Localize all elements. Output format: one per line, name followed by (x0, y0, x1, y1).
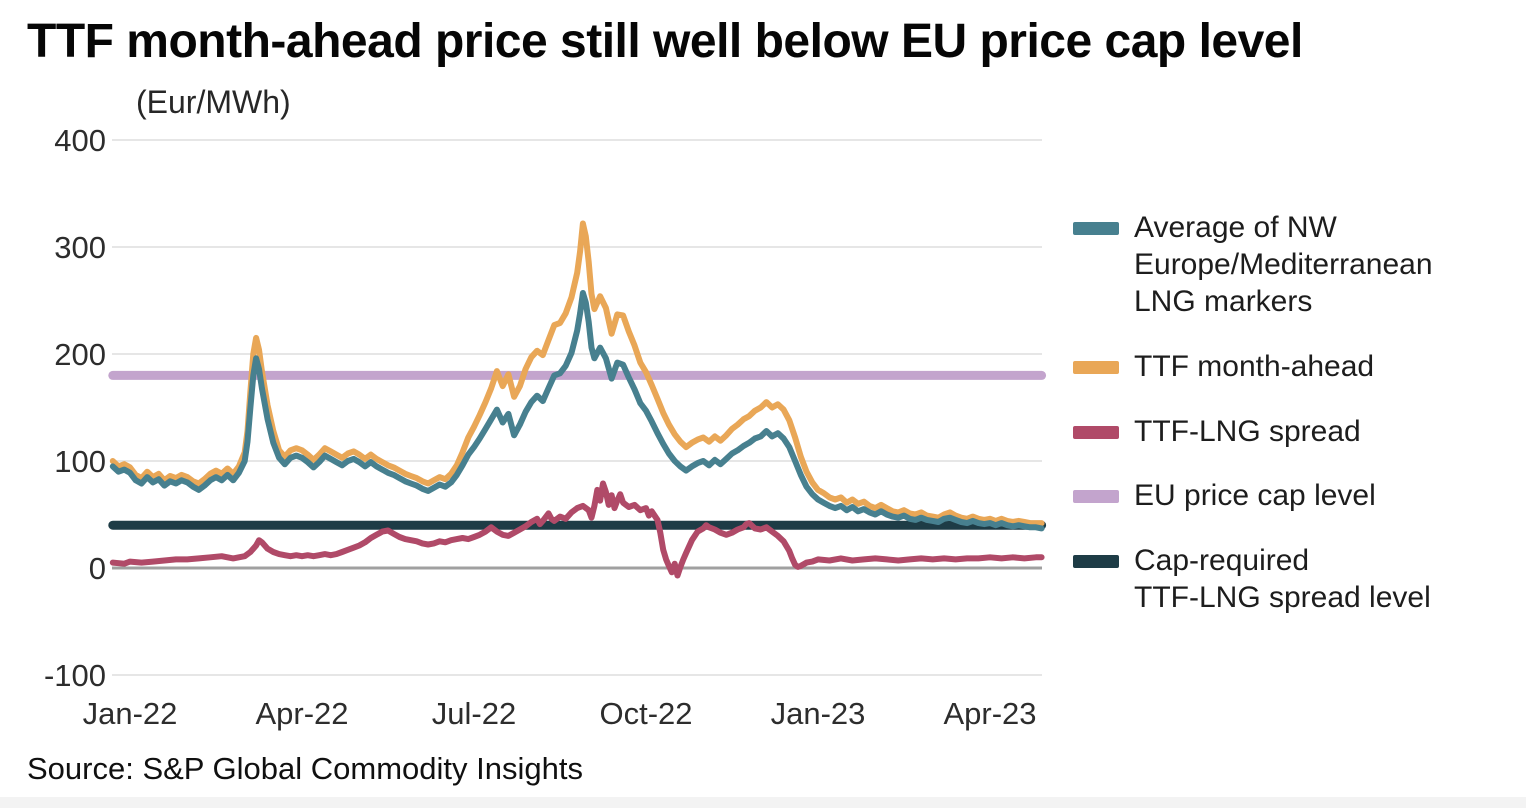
y-tick-label: 200 (54, 337, 106, 372)
legend-label-ttf-lng-spread: TTF-LNG spread (1134, 414, 1361, 448)
legend-item-eu-cap: EU price cap level (1073, 478, 1526, 515)
y-tick-label: 100 (54, 444, 106, 479)
legend-item-ttf-month-ahead: TTF month-ahead (1073, 349, 1526, 386)
x-tick-label: Apr-23 (943, 696, 1036, 731)
y-tick-label: 0 (89, 551, 106, 586)
series-line-lng-average (109, 290, 1045, 532)
source-note: Source: S&P Global Commodity Insights (27, 751, 583, 786)
legend-item-cap-required: Cap-required TTF-LNG spread level (1073, 543, 1526, 617)
x-tick-label: Jan-23 (771, 696, 866, 731)
x-tick-label: Jan-22 (83, 696, 178, 731)
y-axis-units-label: (Eur/MWh) (136, 84, 291, 120)
legend-swatch-ttf-lng-spread (1073, 425, 1119, 439)
window-bottom-edge (0, 797, 1526, 808)
legend-item-ttf-lng-spread: TTF-LNG spread (1073, 414, 1526, 451)
y-tick-label: 300 (54, 230, 106, 265)
series-line-ttf-lng-spread (109, 480, 1045, 579)
x-tick-label: Apr-22 (255, 696, 348, 731)
legend-label-eu-cap: EU price cap level (1134, 479, 1376, 513)
legend-label-ttf-month-ahead: TTF month-ahead (1134, 349, 1375, 383)
legend-swatch-cap-required (1073, 555, 1119, 569)
y-tick-label: -100 (44, 658, 106, 693)
legend-swatch-lng-average (1073, 222, 1119, 235)
x-tick-label: Oct-22 (599, 696, 692, 731)
x-tick-label: Jul-22 (432, 696, 516, 731)
legend-label-lng-average: Average of NW Europe/Mediterranean LNG m… (1134, 211, 1433, 318)
legend-item-lng-average: Average of NW Europe/Mediterranean LNG m… (1073, 210, 1526, 321)
legend-swatch-ttf-month-ahead (1073, 360, 1119, 374)
legend-label-cap-required: Cap-required TTF-LNG spread level (1134, 544, 1431, 615)
page-title: TTF month-ahead price still well below E… (27, 15, 1303, 68)
legend: Average of NW Europe/Mediterranean LNG m… (1073, 210, 1526, 645)
y-tick-label: 400 (54, 123, 106, 158)
series-line-ttf-month-ahead (109, 220, 1045, 527)
legend-swatch-eu-cap (1073, 490, 1119, 504)
